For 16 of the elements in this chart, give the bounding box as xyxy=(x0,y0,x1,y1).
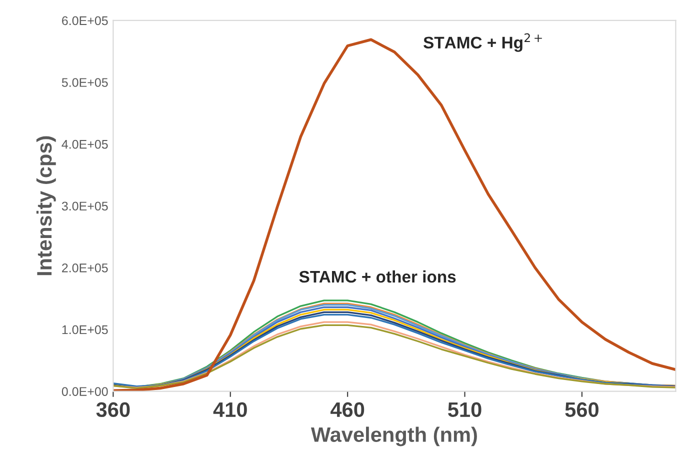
x-tick-label: 560 xyxy=(565,402,598,418)
y-tick-label: 2.0E+05 xyxy=(62,263,108,272)
x-axis-title: Wavelength (nm) xyxy=(310,426,477,446)
x-tick-label: 510 xyxy=(448,402,482,418)
y-tick-label: 1.0E+05 xyxy=(62,325,108,334)
y-tick-label: 3.0E+05 xyxy=(62,202,108,211)
y-axis-title: Intensity (cps) xyxy=(36,136,56,276)
x-tick-label: 360 xyxy=(96,402,130,418)
y-tick-label: 6.0E+05 xyxy=(62,16,108,26)
annotation: STAMC + other ions xyxy=(299,270,456,283)
annotation: STAMC + Hg$^{2+}$ xyxy=(424,33,542,52)
y-tick-label: 5.0E+05 xyxy=(62,78,108,87)
x-tick-label: 460 xyxy=(330,402,364,418)
y-tick-label: 4.0E+05 xyxy=(62,140,108,149)
y-tick-label: 0.0E+00 xyxy=(62,387,108,396)
x-tick-label: 410 xyxy=(213,402,247,418)
